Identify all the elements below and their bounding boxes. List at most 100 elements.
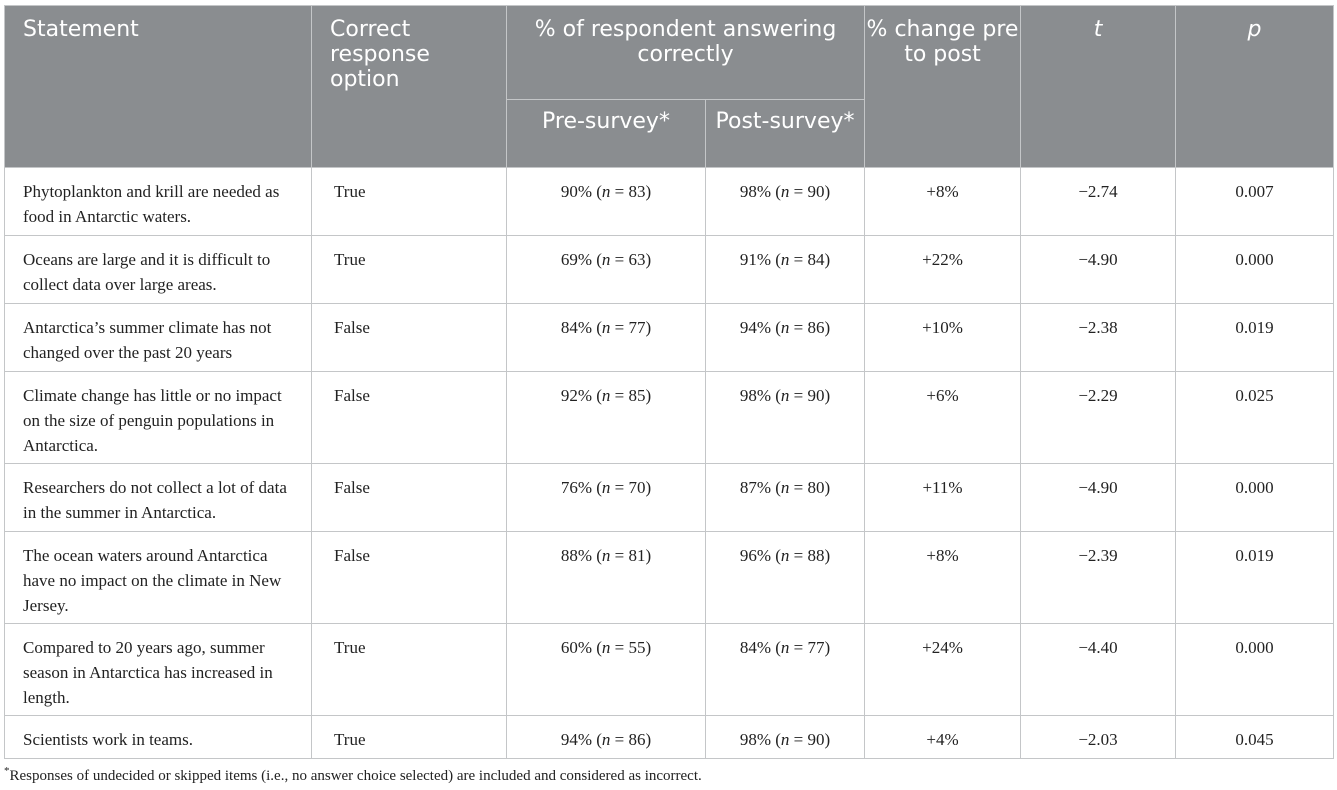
n-label: n <box>601 182 611 201</box>
cell-post-survey: 96% (n = 88) <box>704 531 866 624</box>
pct-value: 76% <box>560 478 592 497</box>
pct-value: 69% <box>560 250 592 269</box>
cell-pre-survey: 92% (n = 85) <box>506 371 706 464</box>
cell-t: −4.40 <box>1020 623 1177 716</box>
pct-value: 91% <box>739 250 771 269</box>
table-body: Phytoplankton and krill are needed as fo… <box>4 167 1335 759</box>
correct-response-text: False <box>334 478 370 497</box>
cell-post-survey: 98% (n = 90) <box>704 167 866 236</box>
cell-statement: Oceans are large and it is difficult to … <box>4 235 312 304</box>
header-pct-correct: % of respondent answering correctly <box>505 5 866 100</box>
cell-correct-response: True <box>311 623 507 716</box>
cell-pct-change: +22% <box>864 235 1022 304</box>
p-value: 0.000 <box>1235 478 1274 497</box>
n-label: n <box>601 250 611 269</box>
n-value: 81 <box>628 546 646 565</box>
table-row: Researchers do not collect a lot of data… <box>4 463 1335 532</box>
pct-value: 94% <box>739 318 771 337</box>
n-value: 90 <box>807 730 825 749</box>
cell-post-survey: 98% (n = 90) <box>704 715 866 759</box>
pct-value: 90% <box>560 182 592 201</box>
cell-p: 0.019 <box>1175 531 1335 624</box>
cell-statement: Compared to 20 years ago, summer season … <box>4 623 312 716</box>
cell-correct-response: False <box>311 371 507 464</box>
n-label: n <box>780 478 790 497</box>
t-value: −2.39 <box>1078 546 1118 565</box>
statement-text: Compared to 20 years ago, summer season … <box>23 638 273 707</box>
cell-p: 0.000 <box>1175 463 1335 532</box>
table-row: Compared to 20 years ago, summer season … <box>4 623 1335 716</box>
pct-value: 84% <box>739 638 771 657</box>
pct-value: 94% <box>560 730 592 749</box>
p-value: 0.025 <box>1235 386 1274 405</box>
cell-p: 0.007 <box>1175 167 1335 236</box>
t-value: −2.29 <box>1078 386 1118 405</box>
p-value: 0.019 <box>1235 318 1274 337</box>
t-value: −2.74 <box>1078 182 1118 201</box>
n-label: n <box>780 182 790 201</box>
footnote-text: Responses of undecided or skipped items … <box>9 768 702 784</box>
t-value: −4.40 <box>1078 638 1118 657</box>
cell-pct-change: +8% <box>864 167 1022 236</box>
n-value: 90 <box>807 182 825 201</box>
pct-change-text: +22% <box>922 250 963 269</box>
cell-pre-survey: 69% (n = 63) <box>506 235 706 304</box>
table-row: Scientists work in teams. True 94% (n = 86… <box>4 715 1335 759</box>
statement-text: The ocean waters around Antarctica have … <box>23 546 282 615</box>
n-label: n <box>780 638 790 657</box>
table-row: Climate change has little or no impact o… <box>4 371 1335 464</box>
n-label: n <box>601 730 611 749</box>
n-label: n <box>601 386 611 405</box>
table-header: Statement Correct response option % of r… <box>4 5 1335 168</box>
t-value: −4.90 <box>1078 250 1118 269</box>
cell-statement: Antarctica’s summer climate has not chan… <box>4 303 312 372</box>
cell-correct-response: True <box>311 167 507 236</box>
pct-value: 98% <box>739 730 771 749</box>
n-label: n <box>780 318 790 337</box>
correct-response-text: True <box>334 730 366 749</box>
cell-post-survey: 98% (n = 90) <box>704 371 866 464</box>
n-value: 77 <box>807 638 825 657</box>
cell-pct-change: +11% <box>864 463 1022 532</box>
cell-post-survey: 91% (n = 84) <box>704 235 866 304</box>
cell-pre-survey: 94% (n = 86) <box>506 715 706 759</box>
t-value: −2.38 <box>1078 318 1118 337</box>
pct-change-text: +11% <box>922 478 963 497</box>
table-row: Oceans are large and it is difficult to … <box>4 235 1335 304</box>
n-value: 77 <box>628 318 646 337</box>
cell-t: −2.29 <box>1020 371 1177 464</box>
cell-pct-change: +6% <box>864 371 1022 464</box>
header-pre-survey: Pre-survey* <box>506 99 706 168</box>
pct-value: 60% <box>560 638 592 657</box>
n-label: n <box>601 546 611 565</box>
header-statement: Statement <box>4 5 312 168</box>
pct-value: 84% <box>560 318 592 337</box>
cell-pct-change: +24% <box>864 623 1022 716</box>
pct-value: 96% <box>739 546 771 565</box>
cell-correct-response: False <box>311 303 507 372</box>
cell-pre-survey: 88% (n = 81) <box>506 531 706 624</box>
cell-t: −2.38 <box>1020 303 1177 372</box>
n-value: 80 <box>807 478 825 497</box>
p-value: 0.000 <box>1235 638 1274 657</box>
correct-response-text: False <box>334 546 370 565</box>
cell-pct-change: +10% <box>864 303 1022 372</box>
table-row: Antarctica’s summer climate has not chan… <box>4 303 1335 372</box>
n-value: 85 <box>628 386 646 405</box>
p-value: 0.007 <box>1235 182 1274 201</box>
cell-p: 0.019 <box>1175 303 1335 372</box>
correct-response-text: True <box>334 182 366 201</box>
cell-p: 0.000 <box>1175 623 1335 716</box>
cell-t: −4.90 <box>1020 235 1177 304</box>
cell-correct-response: True <box>311 715 507 759</box>
correct-response-text: True <box>334 638 366 657</box>
cell-p: 0.025 <box>1175 371 1335 464</box>
pct-change-text: +8% <box>926 546 959 565</box>
pct-change-text: +8% <box>926 182 959 201</box>
header-t: t <box>1020 5 1177 168</box>
pct-value: 98% <box>739 182 771 201</box>
footnote-marker: * <box>4 765 10 777</box>
n-value: 63 <box>628 250 646 269</box>
header-pct-change: % change pre to post <box>864 5 1022 168</box>
cell-statement: Phytoplankton and krill are needed as fo… <box>4 167 312 236</box>
